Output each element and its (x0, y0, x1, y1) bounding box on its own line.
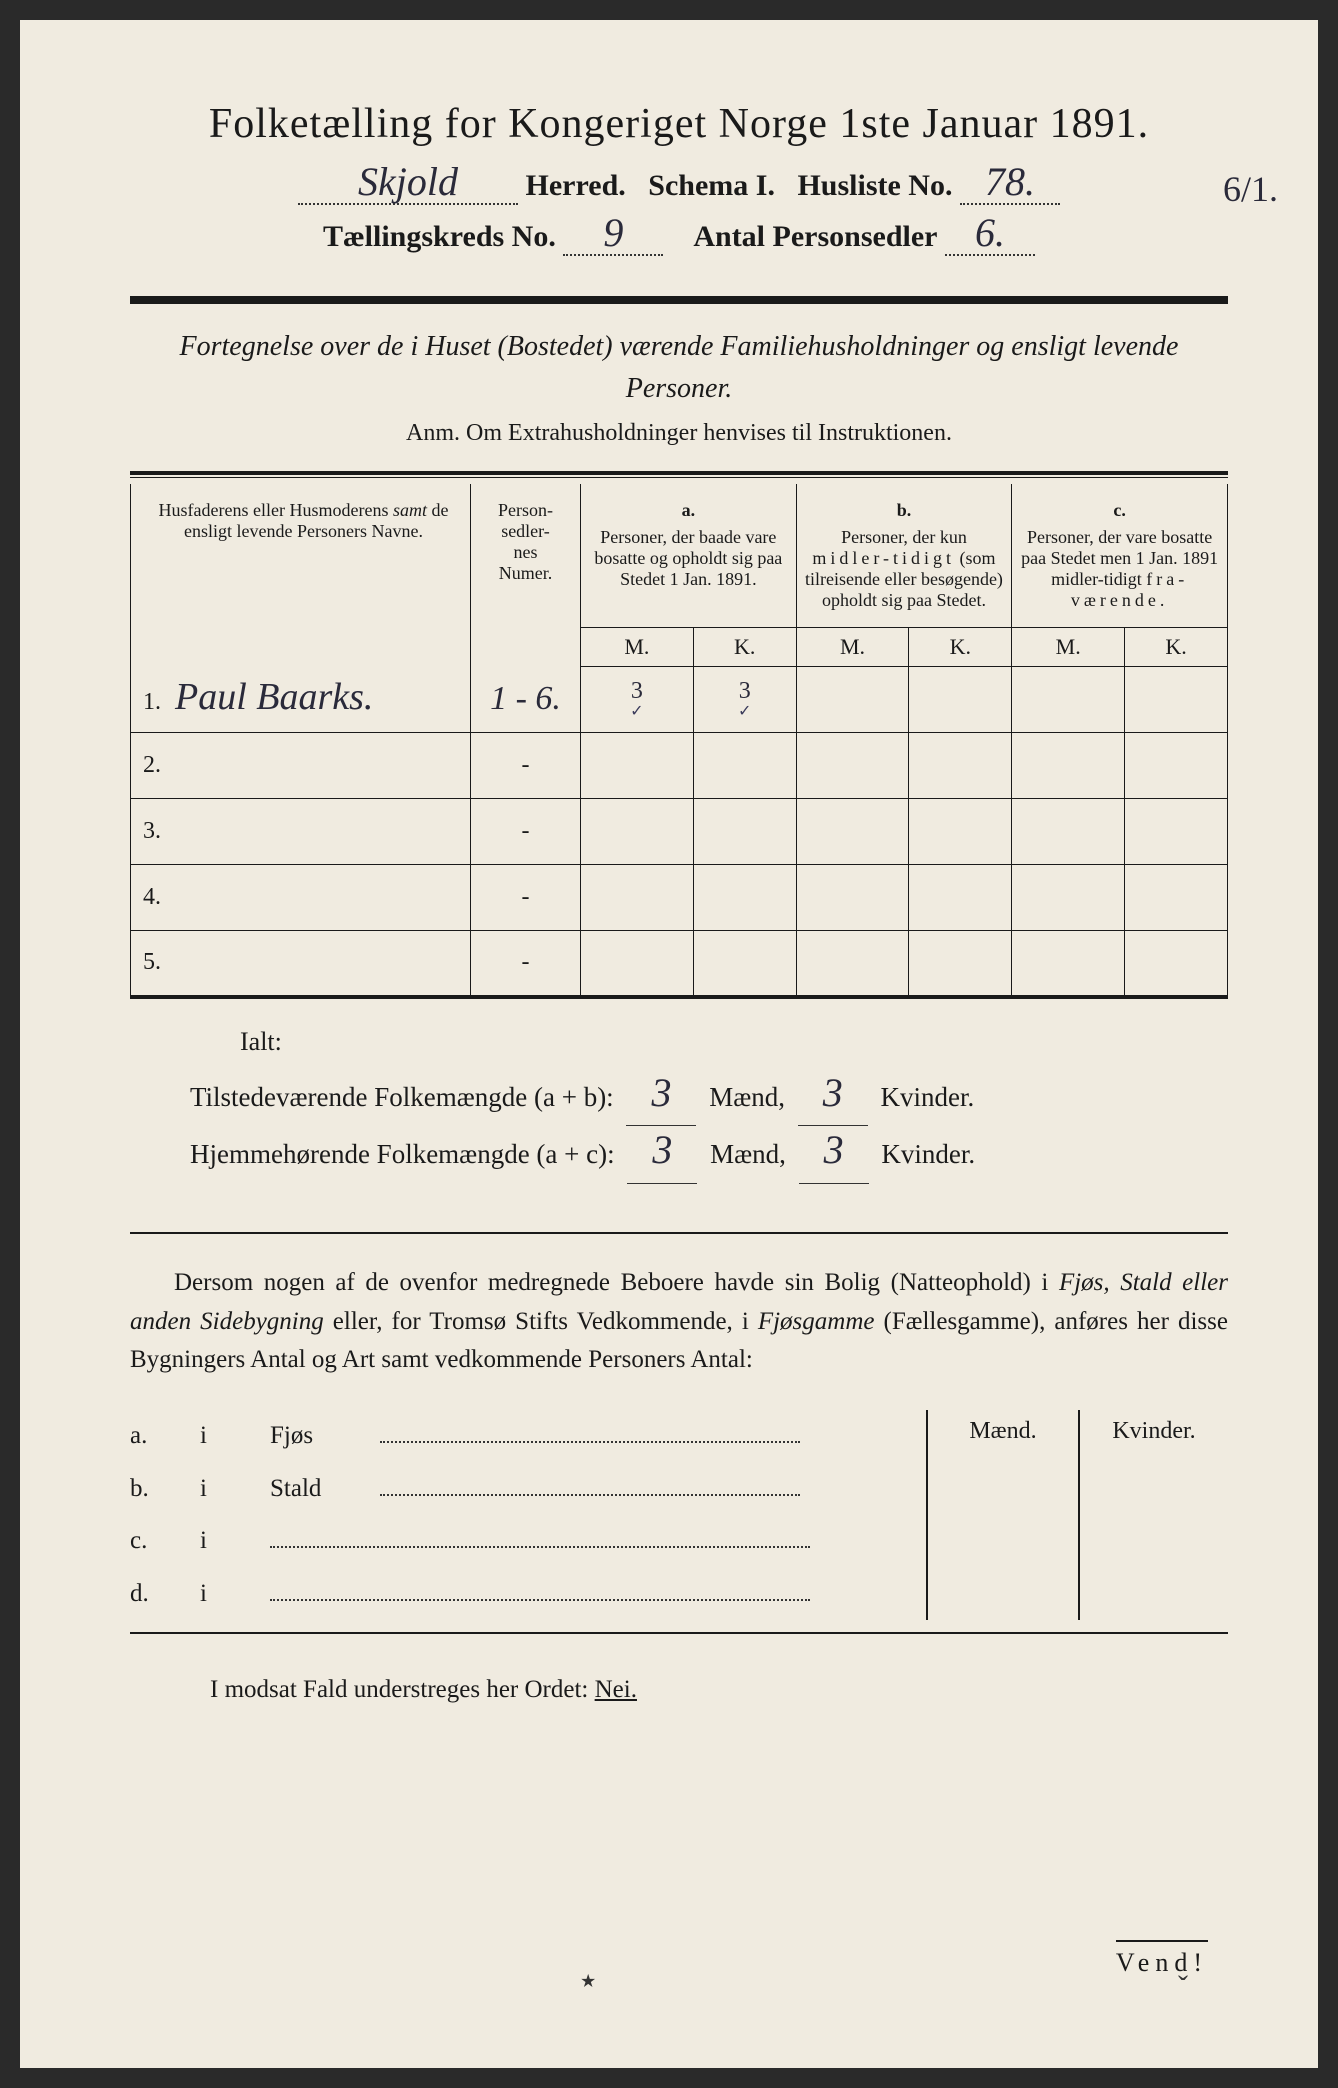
ialt-label: Ialt: (240, 1027, 1228, 1057)
table-top-rule-thick (130, 471, 1228, 475)
total-present-row: Tilstedeværende Folkemængde (a + b): 3 M… (190, 1069, 1228, 1127)
outbuilding-bottom-rule (130, 1632, 1228, 1634)
b-k: K. (909, 628, 1012, 667)
main-table: Husfaderens eller Husmoderens samt de en… (130, 484, 1228, 999)
list-item: b.iStald (130, 1463, 910, 1516)
col-c-header: c. Personer, der vare bosatte paa Stedet… (1012, 484, 1228, 628)
list-item: c.i (130, 1515, 910, 1568)
row1-num: 1 - 6. (490, 680, 561, 717)
schema-label: Schema I. (648, 169, 775, 202)
col-names-header: Husfaderens eller Husmoderens samt de en… (131, 484, 471, 667)
kreds-label: Tællingskreds No. (323, 220, 556, 253)
nei-line: I modsat Fald understreges her Ordet: Ne… (210, 1676, 1228, 1704)
antal-value: 6. (975, 217, 1005, 249)
present-m: 3 (651, 1077, 671, 1109)
row1-aM: 3✓ (581, 667, 694, 733)
page-title: Folketælling for Kongeriget Norge 1ste J… (130, 100, 1228, 148)
c-m: M. (1012, 628, 1125, 667)
row1-aK: 3✓ (693, 667, 796, 733)
table-row: 4. - (131, 865, 1228, 931)
total-resident-row: Hjemmehørende Folkemængde (a + c): 3 Mæn… (190, 1126, 1228, 1184)
table-row: 1.Paul Baarks. 1 - 6. 3✓ 3✓ (131, 667, 1228, 733)
ink-mark-icon: ˇ (1178, 1970, 1188, 2004)
list-item: a.iFjøs (130, 1410, 910, 1463)
c-k: K. (1125, 628, 1228, 667)
outbuilding-list: a.iFjøs b.iStald c.i d.i (130, 1410, 926, 1620)
row1-cK (1125, 667, 1228, 733)
anm-note: Anm. Om Extrahusholdninger henvises til … (130, 420, 1228, 447)
kreds-value: 9 (603, 217, 623, 249)
census-form-page: Folketælling for Kongeriget Norge 1ste J… (20, 20, 1318, 2068)
mk-maend: Mænd. (928, 1410, 1078, 1620)
thick-divider (130, 296, 1228, 304)
present-k: 3 (823, 1077, 843, 1109)
margin-note: 6/1. (1223, 168, 1278, 210)
husliste-label: Husliste No. (797, 169, 952, 202)
col-num-header: Person-sedler-nesNumer. (471, 484, 581, 667)
ink-mark-icon: ٭ (580, 1963, 596, 1998)
antal-label: Antal Personsedler (693, 220, 937, 253)
table-row: 2. - (131, 733, 1228, 799)
herred-value: Skjold (358, 166, 458, 198)
col-a-header: a. Personer, der baade vare bosatte og o… (581, 484, 797, 628)
col-b-header: b. Personer, der kun midler-tidigt (som … (796, 484, 1012, 628)
instruction-paragraph: Dersom nogen af de ovenfor medregnede Be… (130, 1264, 1228, 1380)
subheading: Fortegnelse over de i Huset (Bostedet) v… (130, 326, 1228, 410)
row1-cM (1012, 667, 1125, 733)
row1-name: Paul Baarks. (175, 682, 373, 712)
header-line-2: Skjold Herred. Schema I. Husliste No. 78… (130, 166, 1228, 205)
row1-bK (909, 667, 1012, 733)
header-line-3: Tællingskreds No. 9 Antal Personsedler 6… (130, 217, 1228, 256)
herred-label: Herred. (526, 169, 626, 202)
b-m: M. (796, 628, 909, 667)
resident-m: 3 (652, 1134, 672, 1166)
table-row: 3. - (131, 799, 1228, 865)
table-header-row: Husfaderens eller Husmoderens samt de en… (131, 484, 1228, 628)
mk-kvinder: Kvinder. (1078, 1410, 1228, 1620)
husliste-value: 78. (985, 166, 1035, 198)
table-top-rule-thin (130, 477, 1228, 478)
outbuilding-mk: Mænd. Kvinder. (926, 1410, 1228, 1620)
a-k: K. (693, 628, 796, 667)
mid-divider (130, 1232, 1228, 1234)
vend-label: Vend! (1116, 1940, 1208, 1978)
resident-k: 3 (824, 1134, 844, 1166)
row1-bM (796, 667, 909, 733)
totals-block: Tilstedeværende Folkemængde (a + b): 3 M… (190, 1069, 1228, 1184)
list-item: d.i (130, 1568, 910, 1621)
a-m: M. (581, 628, 694, 667)
nei-word: Nei. (595, 1676, 637, 1703)
outbuilding-block: a.iFjøs b.iStald c.i d.i Mænd. Kvinder. (130, 1410, 1228, 1620)
table-row: 5. - (131, 931, 1228, 997)
